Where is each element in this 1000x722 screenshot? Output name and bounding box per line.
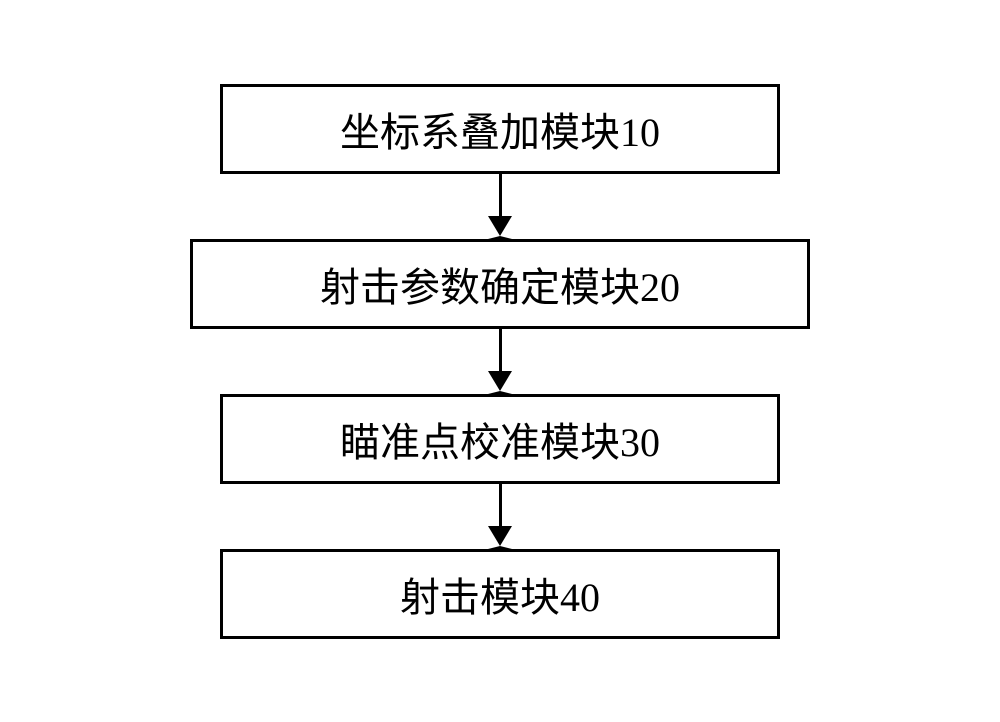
arrow-head-icon	[488, 526, 512, 549]
flow-node-1: 坐标系叠加模块10	[220, 84, 780, 174]
flow-node-3-label: 瞄准点校准模块30	[340, 410, 660, 468]
arrow-line	[499, 484, 502, 526]
arrow-head-icon	[488, 216, 512, 239]
flow-node-1-label: 坐标系叠加模块10	[340, 100, 660, 158]
flow-node-4-label: 射击模块40	[400, 565, 600, 623]
flow-arrow-3	[488, 484, 512, 549]
flow-node-2: 射击参数确定模块20	[190, 239, 810, 329]
arrow-line	[499, 174, 502, 216]
arrow-line	[499, 329, 502, 371]
flow-node-2-label: 射击参数确定模块20	[320, 255, 680, 313]
flow-arrow-1	[488, 174, 512, 239]
flowchart-container: 坐标系叠加模块10 射击参数确定模块20 瞄准点校准模块30 射击模块40	[190, 84, 810, 639]
flow-node-3: 瞄准点校准模块30	[220, 394, 780, 484]
flow-node-4: 射击模块40	[220, 549, 780, 639]
arrow-head-icon	[488, 371, 512, 394]
flow-arrow-2	[488, 329, 512, 394]
